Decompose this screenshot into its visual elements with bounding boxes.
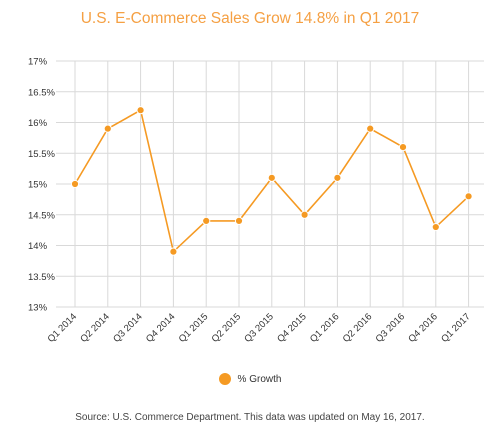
- y-tick-label: 17%: [28, 57, 48, 68]
- data-point: [300, 210, 309, 219]
- legend-label: % Growth: [237, 373, 282, 385]
- data-point: [202, 216, 211, 225]
- data-point: [333, 173, 342, 182]
- source-note: Source: U.S. Commerce Department. This d…: [75, 412, 425, 423]
- y-tick-label: 15.5%: [28, 149, 55, 160]
- x-tick-label: Q2 2015: [210, 311, 244, 345]
- data-point: [464, 192, 473, 201]
- data-point: [431, 222, 440, 232]
- data-point: [366, 124, 375, 133]
- data-point: [398, 143, 408, 152]
- x-tick-label: Q3 2016: [374, 311, 408, 345]
- x-tick-label: Q1 2016: [308, 311, 342, 345]
- x-tick-label: Q3 2015: [242, 311, 276, 345]
- grid-lines: [56, 60, 484, 308]
- y-axis-ticks: 13% 13.5% 14% 14.5% 15% 15.5% 16% 16.5% 17%: [28, 57, 55, 314]
- legend-swatch: [218, 373, 231, 385]
- y-tick-label: 13%: [28, 303, 48, 314]
- x-tick-label: Q4 2016: [406, 311, 440, 345]
- series-layer: [70, 106, 473, 256]
- chart-title: U.S. E-Commerce Sales Grow 14.8% in Q1 2…: [80, 10, 420, 27]
- x-tick-label: Q1 2014: [46, 311, 80, 345]
- y-tick-label: 15%: [28, 180, 48, 191]
- y-tick-label: 16.5%: [28, 87, 55, 98]
- x-tick-label: Q2 2014: [78, 311, 112, 345]
- data-point: [70, 179, 80, 189]
- data-point: [136, 106, 145, 115]
- x-tick-label: Q4 2014: [144, 311, 178, 345]
- x-tick-label: Q1 2017: [439, 311, 473, 345]
- y-tick-label: 14.5%: [28, 210, 55, 221]
- legend: % Growth: [0, 373, 500, 385]
- data-point: [234, 216, 244, 225]
- y-tick-label: 13.5%: [28, 272, 55, 283]
- x-tick-label: Q3 2014: [111, 311, 145, 345]
- y-tick-label: 16%: [28, 118, 48, 129]
- x-axis-ticks: Q1 2014 Q2 2014 Q3 2014 Q4 2014 Q1 2015 Q2 20…: [46, 311, 473, 345]
- data-point: [103, 124, 112, 133]
- data-point: [169, 247, 178, 256]
- y-tick-label: 14%: [28, 241, 48, 252]
- x-tick-label: Q4 2015: [275, 311, 309, 345]
- x-tick-label: Q1 2015: [177, 311, 211, 345]
- data-point: [267, 173, 276, 182]
- x-tick-label: Q2 2016: [341, 311, 375, 345]
